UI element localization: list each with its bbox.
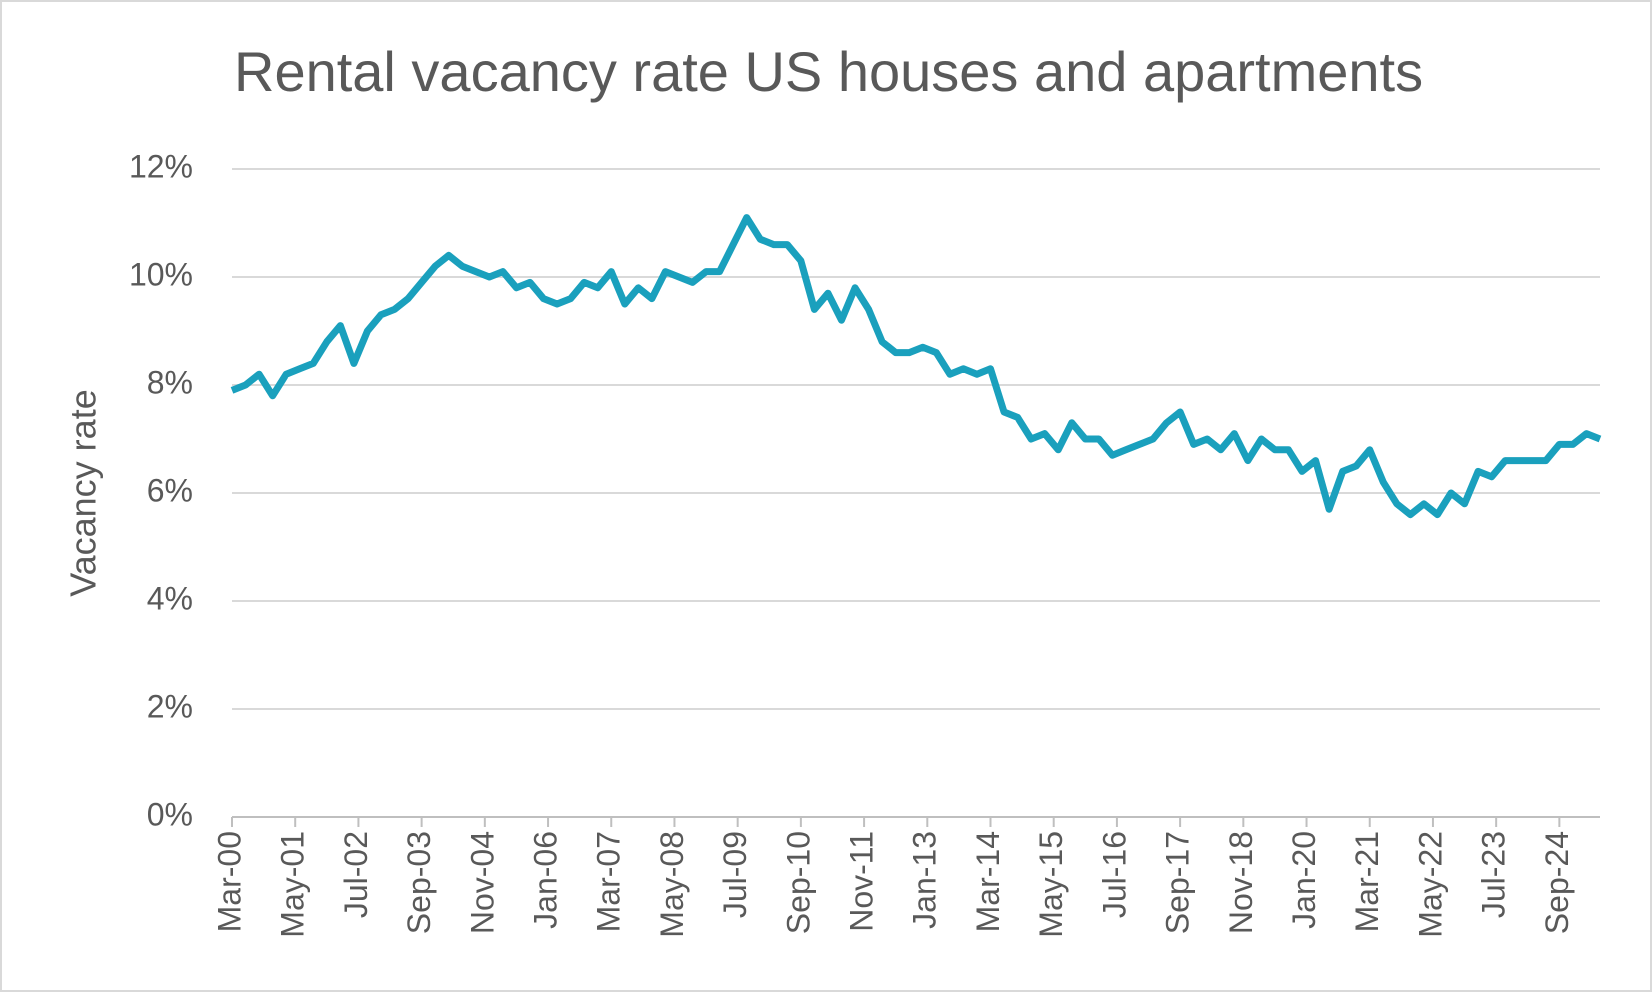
x-tick-label: Mar-14 (970, 831, 1006, 932)
y-tick-label: 0% (147, 796, 193, 832)
x-tick-label: Mar-00 (211, 831, 247, 932)
x-tick-label: Nov-18 (1223, 831, 1259, 934)
x-tick-label: Nov-04 (464, 831, 500, 934)
y-tick-label: 2% (147, 688, 193, 724)
y-tick-label: 8% (147, 364, 193, 400)
x-tick-label: May-15 (1033, 831, 1069, 938)
x-tick-label: Jul-02 (338, 831, 374, 918)
x-tick-label: Sep-17 (1160, 831, 1196, 934)
x-tick-label: Sep-10 (780, 831, 816, 934)
y-tick-label: 10% (129, 256, 193, 292)
y-tick-label: 4% (147, 580, 193, 616)
x-tick-label: Sep-24 (1539, 831, 1575, 934)
y-axis-label: Vacancy rate (63, 389, 104, 596)
x-tick-label: Jan-06 (527, 831, 563, 929)
x-tick-label: Nov-11 (844, 831, 880, 932)
x-tick-label: Mar-21 (1349, 831, 1385, 932)
x-tick-label: May-22 (1412, 831, 1448, 938)
x-tick-label: Jul-16 (1096, 831, 1132, 918)
chart-title: Rental vacancy rate US houses and apartm… (234, 40, 1423, 103)
x-tick-label: Jul-23 (1476, 831, 1512, 918)
x-tick-label: Sep-03 (401, 831, 437, 934)
x-tick-label: May-01 (275, 831, 311, 938)
x-tick-label: Jan-13 (907, 831, 943, 929)
y-tick-label: 6% (147, 472, 193, 508)
y-tick-label: 12% (129, 148, 193, 184)
data-line (230, 214, 1602, 519)
x-tick-label: Jan-20 (1286, 831, 1322, 929)
x-tick-label: Jul-09 (717, 831, 753, 918)
x-tick-label: Mar-07 (591, 831, 627, 932)
x-tick-label: May-08 (654, 831, 690, 938)
